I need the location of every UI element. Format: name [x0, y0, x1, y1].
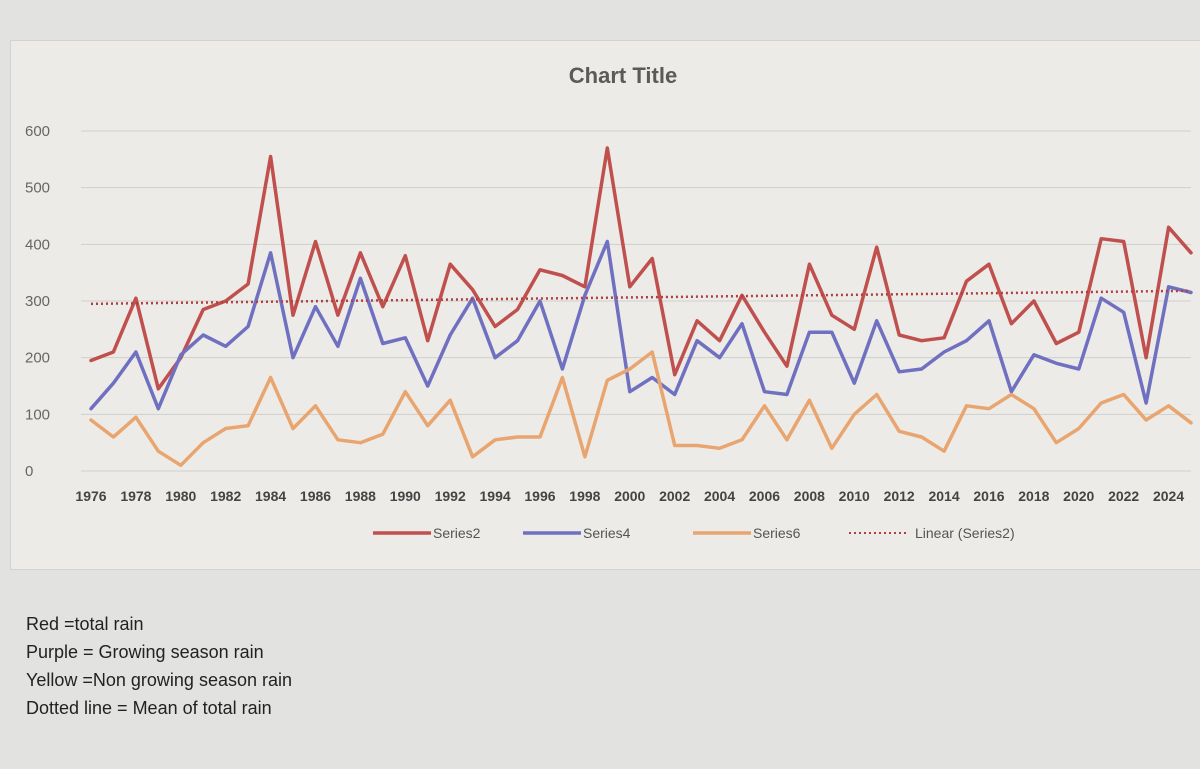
legend-label: Series6: [753, 525, 801, 541]
legend-label: Series4: [583, 525, 631, 541]
x-tick-label: 2004: [704, 488, 735, 504]
x-tick-label: 2006: [749, 488, 780, 504]
trendline: [90, 289, 1192, 306]
x-tick-label: 2000: [614, 488, 645, 504]
note-dotted: Dotted line = Mean of total rain: [26, 698, 272, 718]
legend: Series2 Series4 Series6 Linear (Series2): [373, 525, 1015, 541]
x-tick-label: 2012: [884, 488, 915, 504]
series-line-series6: [89, 350, 1193, 468]
x-tick-label: 2022: [1108, 488, 1139, 504]
x-tick-label: 2018: [1018, 488, 1049, 504]
y-tick-label: 100: [25, 406, 50, 423]
x-tick-label: 1976: [75, 488, 106, 504]
x-tick-label: 1994: [480, 488, 511, 504]
x-tick-label: 2016: [973, 488, 1004, 504]
x-tick-label: 1988: [345, 488, 376, 504]
x-tick-label: 2008: [794, 488, 825, 504]
x-tick-label: 1980: [165, 488, 196, 504]
y-tick-label: 200: [25, 350, 50, 367]
series-line-series2: [89, 146, 1193, 391]
y-tick-label: 300: [25, 293, 50, 310]
notes: Red =total rain Purple = Growing season …: [26, 610, 292, 722]
x-tick-label: 1996: [524, 488, 555, 504]
y-tick-label: 0: [25, 463, 33, 480]
note-red: Red =total rain: [26, 614, 144, 634]
chart-title: Chart Title: [569, 63, 677, 88]
y-axis: 0 100 200 300 400 500 600: [25, 123, 50, 480]
x-tick-label: 1978: [120, 488, 151, 504]
x-tick-label: 1986: [300, 488, 331, 504]
x-tick-label: 1984: [255, 488, 286, 504]
legend-label: Linear (Series2): [915, 525, 1015, 541]
x-tick-label: 1990: [390, 488, 421, 504]
x-tick-label: 1998: [569, 488, 600, 504]
y-tick-label: 400: [25, 236, 50, 253]
x-tick-label: 2020: [1063, 488, 1094, 504]
x-tick-label: 2024: [1153, 488, 1184, 504]
chart-frame: Chart Title 0 100 200 300 400 500 600 1976 1978…: [10, 40, 1200, 570]
line-chart: Chart Title 0 100 200 300 400 500 600 1976 1978…: [25, 63, 1193, 541]
x-tick-label: 2014: [928, 488, 959, 504]
x-tick-label: 1992: [435, 488, 466, 504]
note-yellow: Yellow =Non growing season rain: [26, 670, 293, 690]
legend-label: Series2: [433, 525, 481, 541]
y-tick-label: 500: [25, 180, 50, 197]
x-tick-label: 2002: [659, 488, 690, 504]
x-axis: 1976 1978 1980 1982 1984 1986 1988 1990 1992 1994…: [75, 488, 1184, 504]
series-line-series4: [89, 239, 1193, 411]
series-layer: [89, 146, 1193, 468]
y-tick-label: 600: [25, 123, 50, 140]
note-purple: Purple = Growing season rain: [26, 642, 264, 662]
x-tick-label: 2010: [839, 488, 870, 504]
x-tick-label: 1982: [210, 488, 241, 504]
